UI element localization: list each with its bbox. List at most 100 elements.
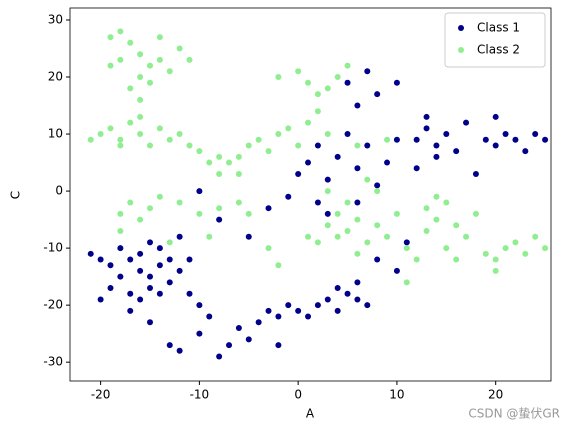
point: [334, 285, 341, 292]
point: [522, 250, 529, 257]
point: [87, 136, 94, 143]
point: [354, 216, 361, 223]
point: [492, 113, 499, 120]
y-axis-label: C: [9, 191, 23, 199]
point: [147, 319, 154, 326]
plot-frame: [69, 7, 552, 382]
point: [147, 205, 154, 212]
point: [344, 199, 351, 206]
point: [275, 74, 282, 81]
point: [532, 233, 539, 240]
point: [403, 239, 410, 246]
point: [314, 142, 321, 149]
point: [324, 85, 331, 92]
x-tick-label: 20: [488, 388, 503, 402]
point: [285, 302, 292, 309]
x-tick-label: 10: [389, 388, 404, 402]
point: [314, 108, 321, 115]
point: [305, 119, 312, 126]
point: [176, 347, 183, 354]
point: [305, 159, 312, 166]
point: [344, 131, 351, 138]
legend-marker: [458, 25, 464, 31]
point: [433, 142, 440, 149]
point: [265, 205, 272, 212]
y-tick-label: -10: [43, 241, 63, 255]
point: [354, 199, 361, 206]
point: [423, 228, 430, 235]
point: [413, 165, 420, 172]
point: [423, 125, 430, 132]
point: [344, 290, 351, 297]
point: [334, 153, 341, 160]
point: [334, 210, 341, 217]
point: [147, 79, 154, 86]
point: [324, 131, 331, 138]
point: [127, 119, 134, 126]
point: [374, 256, 381, 263]
point: [176, 199, 183, 206]
point: [265, 148, 272, 155]
point: [295, 68, 302, 75]
point: [176, 45, 183, 52]
point: [275, 262, 282, 269]
point: [97, 256, 104, 263]
point: [393, 79, 400, 86]
point: [433, 193, 440, 200]
legend-label: Class 2: [477, 43, 520, 57]
point: [384, 136, 391, 143]
point: [206, 233, 213, 240]
point: [107, 62, 114, 69]
point: [87, 250, 94, 257]
point: [117, 210, 124, 217]
point: [117, 245, 124, 252]
point: [285, 193, 292, 200]
point: [354, 142, 361, 149]
point: [127, 199, 134, 206]
point: [295, 307, 302, 314]
point: [364, 176, 371, 183]
point: [216, 216, 223, 223]
point: [176, 233, 183, 240]
point: [186, 142, 193, 149]
point: [196, 188, 203, 195]
x-tick-label: -20: [91, 388, 111, 402]
point: [532, 131, 539, 138]
point: [127, 256, 134, 263]
y-tick-label: 30: [48, 12, 63, 26]
point: [522, 148, 529, 155]
point: [186, 56, 193, 63]
point: [443, 199, 450, 206]
y-tick-label: -20: [43, 298, 63, 312]
point: [156, 290, 163, 297]
point: [97, 296, 104, 303]
point: [147, 239, 154, 246]
x-tick-label: 0: [294, 388, 302, 402]
point: [255, 136, 262, 143]
legend-label: Class 1: [477, 21, 520, 35]
point: [265, 245, 272, 252]
point: [127, 290, 134, 297]
point: [423, 205, 430, 212]
point: [196, 302, 203, 309]
point: [127, 85, 134, 92]
point: [492, 267, 499, 274]
point: [235, 324, 242, 331]
point: [453, 148, 460, 155]
point: [324, 210, 331, 217]
point: [166, 68, 173, 75]
point: [334, 233, 341, 240]
point: [374, 222, 381, 229]
point: [137, 74, 144, 81]
point: [196, 148, 203, 155]
point: [354, 250, 361, 257]
point: [235, 153, 242, 160]
point: [472, 170, 479, 177]
point: [512, 239, 519, 246]
point: [482, 136, 489, 143]
point: [502, 245, 509, 252]
point: [226, 159, 233, 166]
y-tick-label: 20: [48, 70, 63, 84]
point: [235, 199, 242, 206]
point: [235, 170, 242, 177]
